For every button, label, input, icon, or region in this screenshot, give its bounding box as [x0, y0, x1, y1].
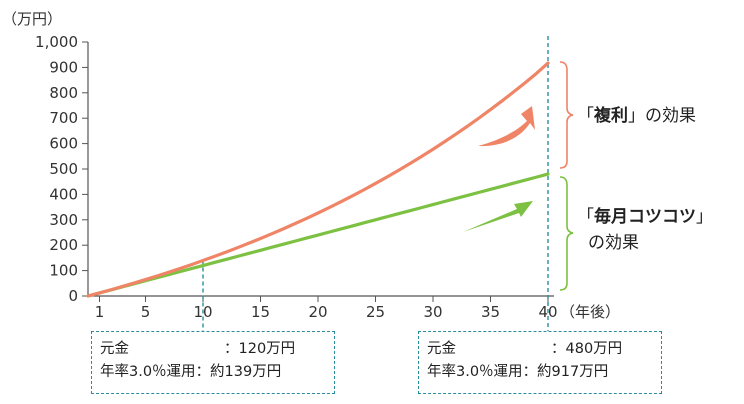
x-tick-label: 5 [141, 303, 151, 321]
principal-row: 元金 ：480万円 [427, 338, 653, 361]
saving-effect-label-2: の効果 [588, 233, 639, 253]
y-tick-label: 400 [49, 185, 78, 203]
invest-key: 年率3.0％運用 [427, 364, 523, 380]
x-tick-label: 1 [95, 303, 105, 321]
compound-brace [559, 61, 574, 169]
series-layer [86, 61, 550, 298]
y-tick-label: 200 [49, 236, 78, 254]
principal-key: 元金 [427, 341, 456, 357]
info-box-year-10: 元金 ：120万円 年率3.0％運用 ：約139万円 [91, 331, 335, 394]
invest-row: 年率3.0％運用 ：約139万円 [100, 361, 326, 384]
saving-arrow-icon [463, 201, 533, 232]
saving-brace [559, 176, 574, 291]
x-tick-label: 25 [366, 303, 385, 321]
arrows [463, 106, 535, 232]
y-tick-label: 900 [49, 58, 78, 76]
compound-line [86, 61, 550, 298]
x-tick-label: 30 [423, 303, 442, 321]
braces [559, 61, 574, 291]
y-tick-label: 0 [68, 287, 78, 305]
compound-arrow-icon [478, 106, 535, 147]
info-box-year-40: 元金 ：480万円 年率3.0％運用 ：約917万円 [418, 331, 662, 394]
y-tick-label: 600 [49, 135, 78, 153]
x-tick-label: 20 [308, 303, 327, 321]
x-unit-label: （年後） [560, 303, 620, 321]
principal-row: 元金 ：120万円 [100, 338, 326, 361]
saving-line [86, 172, 550, 298]
principal-value: ：120万円 [224, 341, 296, 357]
y-tick-label: 1,000 [35, 33, 78, 51]
invest-row: 年率3.0％運用 ：約917万円 [427, 361, 653, 384]
principal-value: ：480万円 [551, 341, 623, 357]
invest-value: ：約917万円 [522, 364, 609, 380]
y-unit-label: （万円） [2, 10, 62, 28]
y-tick-label: 100 [49, 262, 78, 280]
invest-value: ：約139万円 [195, 364, 282, 380]
x-tick-label: 35 [481, 303, 500, 321]
y-tick-label: 800 [49, 84, 78, 102]
saving-effect-label: 「毎月コツコツ」 [577, 206, 713, 227]
compound-effect-label: 「複利」の効果 [577, 105, 696, 126]
x-tick-label: 15 [251, 303, 270, 321]
principal-key: 元金 [100, 341, 129, 357]
guide-lines [202, 36, 549, 331]
y-tick-label: 700 [49, 109, 78, 127]
y-tick-label: 300 [49, 211, 78, 229]
y-tick-label: 500 [49, 160, 78, 178]
invest-key: 年率3.0％運用 [100, 364, 196, 380]
